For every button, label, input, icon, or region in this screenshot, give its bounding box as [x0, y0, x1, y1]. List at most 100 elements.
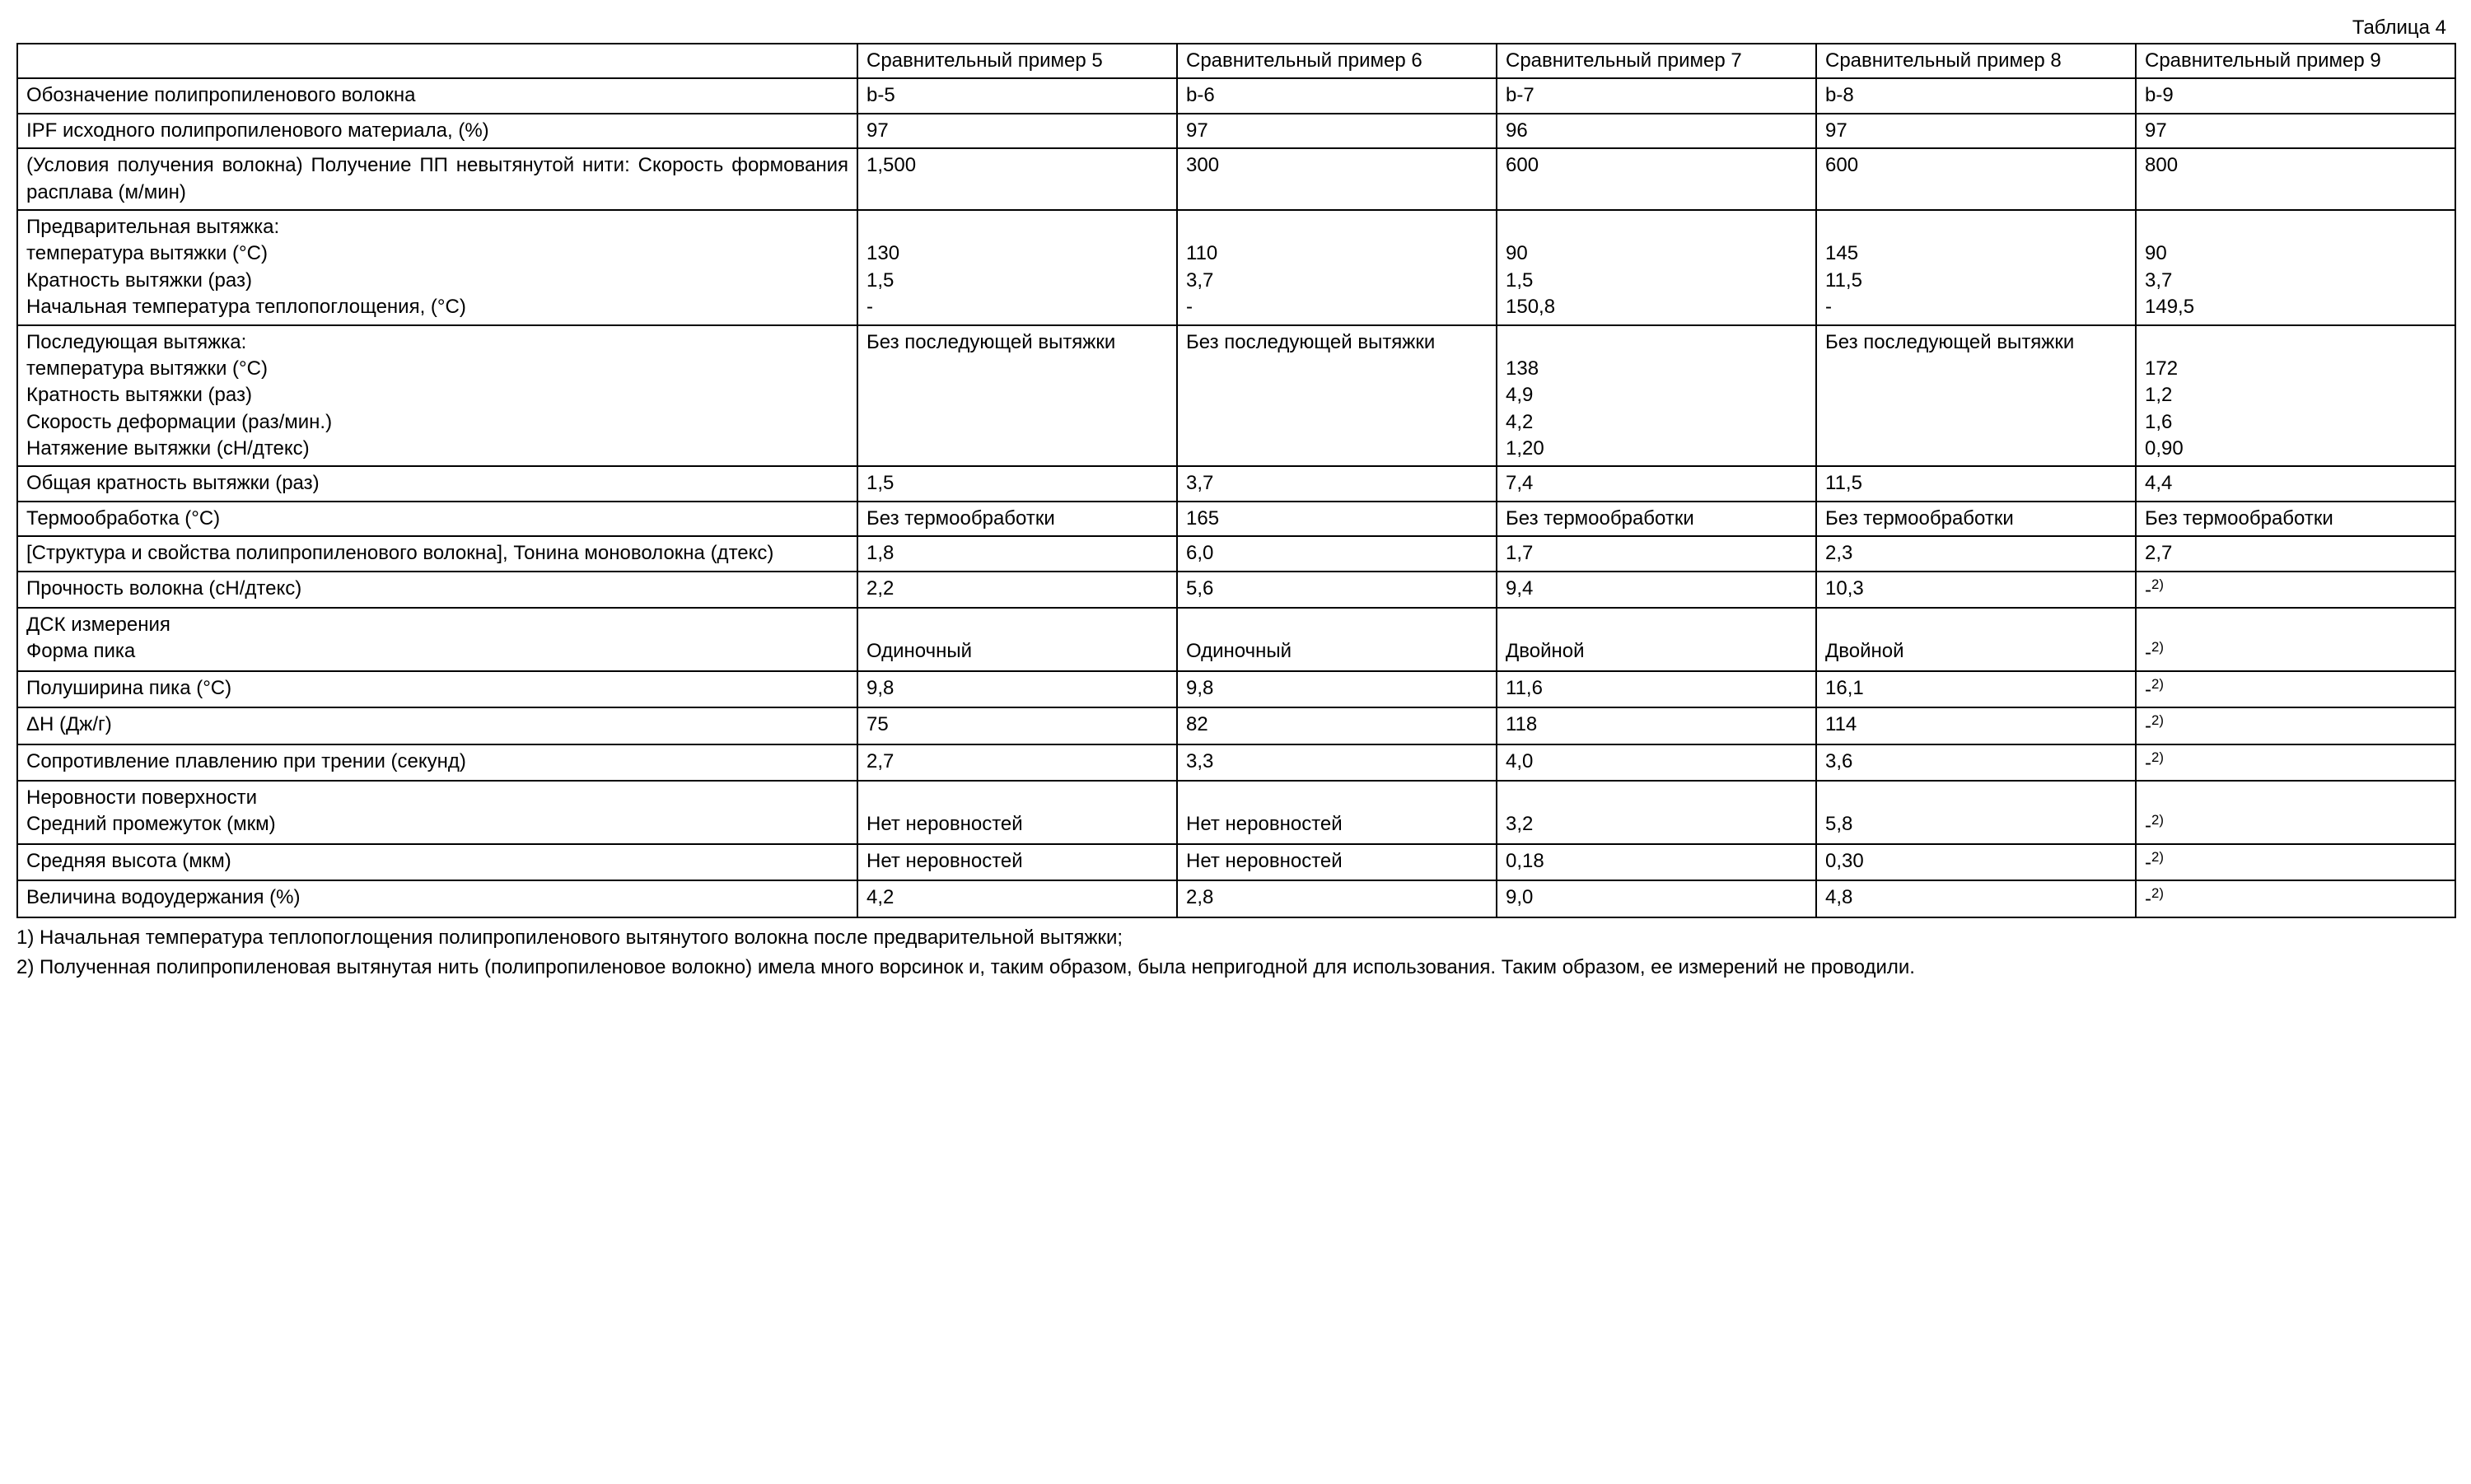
- data-cell: 138 4,9 4,2 1,20: [1497, 325, 1816, 467]
- footnote-ref-2: -2): [2145, 852, 2164, 874]
- data-cell: 3,3: [1177, 744, 1497, 781]
- data-cell: Без термообработки: [2136, 502, 2455, 536]
- data-cell: Одиночный: [1177, 608, 1497, 671]
- data-cell: -2): [2136, 572, 2455, 608]
- data-cell: 97: [2136, 114, 2455, 148]
- data-cell: 165: [1177, 502, 1497, 536]
- data-cell: 300: [1177, 148, 1497, 210]
- data-cell: 4,8: [1816, 880, 2136, 917]
- footnote: 2) Полученная полипропиленовая вытянутая…: [16, 954, 2455, 981]
- data-cell: Без последующей вытяжки: [1177, 325, 1497, 467]
- column-header: Сравнительный пример 7: [1497, 44, 1816, 78]
- data-cell: 97: [1177, 114, 1497, 148]
- data-cell: 600: [1816, 148, 2136, 210]
- table-row: Сопротивление плавлению при трении (секу…: [17, 744, 2455, 781]
- footnote-ref-2: -2): [2145, 642, 2164, 664]
- row-label: Полуширина пика (°C): [17, 671, 857, 707]
- data-cell: b-8: [1816, 78, 2136, 113]
- data-cell: 3,2: [1497, 781, 1816, 844]
- data-cell: 1,8: [857, 536, 1177, 571]
- data-cell: -2): [2136, 671, 2455, 707]
- table-row: Общая кратность вытяжки (раз)1,53,77,411…: [17, 466, 2455, 501]
- footnote-ref-2: -2): [2145, 579, 2164, 601]
- data-cell: -2): [2136, 781, 2455, 844]
- row-label: Общая кратность вытяжки (раз): [17, 466, 857, 501]
- table-row: Средняя высота (мкм)Нет неровностейНет н…: [17, 844, 2455, 880]
- data-cell: 0,18: [1497, 844, 1816, 880]
- table-row: Величина водоудержания (%)4,22,89,04,8-2…: [17, 880, 2455, 917]
- data-cell: -2): [2136, 744, 2455, 781]
- row-label: (Условия получения волокна) Получение ПП…: [17, 148, 857, 210]
- table-caption: Таблица 4: [16, 16, 2455, 40]
- column-header: Сравнительный пример 5: [857, 44, 1177, 78]
- data-cell: 11,5: [1816, 466, 2136, 501]
- footnote: 1) Начальная температура теплопоглощения…: [16, 925, 2455, 951]
- row-label: Неровности поверхности Средний промежуто…: [17, 781, 857, 844]
- data-cell: 3,7: [1177, 466, 1497, 501]
- table-row: (Условия получения волокна) Получение ПП…: [17, 148, 2455, 210]
- data-cell: b-6: [1177, 78, 1497, 113]
- data-cell: b-9: [2136, 78, 2455, 113]
- data-cell: -2): [2136, 608, 2455, 671]
- footnote-ref-2: -2): [2145, 715, 2164, 737]
- data-cell: Без термообработки: [857, 502, 1177, 536]
- data-cell: Нет неровностей: [1177, 844, 1497, 880]
- data-cell: 1,7: [1497, 536, 1816, 571]
- data-cell: 82: [1177, 707, 1497, 744]
- row-label: Последующая вытяжка: температура вытяжки…: [17, 325, 857, 467]
- data-cell: Нет неровностей: [1177, 781, 1497, 844]
- footnotes: 1) Начальная температура теплопоглощения…: [16, 925, 2455, 982]
- data-cell: 2,3: [1816, 536, 2136, 571]
- footnote-ref-2: -2): [2145, 888, 2164, 910]
- data-cell: 9,0: [1497, 880, 1816, 917]
- data-cell: 2,7: [2136, 536, 2455, 571]
- column-header: Сравнительный пример 8: [1816, 44, 2136, 78]
- data-cell: Двойной: [1816, 608, 2136, 671]
- data-cell: -2): [2136, 844, 2455, 880]
- table-row: ДСК измерения Форма пика Одиночный Одино…: [17, 608, 2455, 671]
- data-cell: 75: [857, 707, 1177, 744]
- data-cell: 16,1: [1816, 671, 2136, 707]
- data-cell: Нет неровностей: [857, 844, 1177, 880]
- column-header: Сравнительный пример 9: [2136, 44, 2455, 78]
- data-cell: 5,8: [1816, 781, 2136, 844]
- data-cell: Без термообработки: [1816, 502, 2136, 536]
- data-cell: 3,6: [1816, 744, 2136, 781]
- table-row: [Структура и свойства полипропиленового …: [17, 536, 2455, 571]
- data-cell: 2,2: [857, 572, 1177, 608]
- table-row: IPF исходного полипропиленового материал…: [17, 114, 2455, 148]
- data-cell: 97: [857, 114, 1177, 148]
- table-row: Обозначение полипропиленового волокнаb-5…: [17, 78, 2455, 113]
- table-row: Неровности поверхности Средний промежуто…: [17, 781, 2455, 844]
- data-cell: 97: [1816, 114, 2136, 148]
- table-row: Сравнительный пример 5 Сравнительный прим…: [17, 44, 2455, 78]
- data-cell: -2): [2136, 880, 2455, 917]
- data-cell: Без последующей вытяжки: [857, 325, 1177, 467]
- table-row: Прочность волокна (сН/дтекс)2,25,69,410,…: [17, 572, 2455, 608]
- data-cell: 172 1,2 1,6 0,90: [2136, 325, 2455, 467]
- footnote-ref-2: -2): [2145, 752, 2164, 774]
- table-row: Предварительная вытяжка: температура выт…: [17, 210, 2455, 325]
- data-cell: 4,2: [857, 880, 1177, 917]
- data-table: Сравнительный пример 5 Сравнительный прим…: [16, 43, 2456, 918]
- data-cell: 9,4: [1497, 572, 1816, 608]
- data-cell: 114: [1816, 707, 2136, 744]
- data-cell: Одиночный: [857, 608, 1177, 671]
- data-cell: 90 1,5 150,8: [1497, 210, 1816, 325]
- data-cell: 9,8: [1177, 671, 1497, 707]
- data-cell: 96: [1497, 114, 1816, 148]
- data-cell: 118: [1497, 707, 1816, 744]
- data-cell: 4,4: [2136, 466, 2455, 501]
- data-cell: 6,0: [1177, 536, 1497, 571]
- data-cell: 90 3,7 149,5: [2136, 210, 2455, 325]
- data-cell: 7,4: [1497, 466, 1816, 501]
- table-row: Термообработка (°C)Без термообработки165…: [17, 502, 2455, 536]
- row-label: Величина водоудержания (%): [17, 880, 857, 917]
- row-label: [Структура и свойства полипропиленового …: [17, 536, 857, 571]
- data-cell: -2): [2136, 707, 2455, 744]
- data-cell: 1,5: [857, 466, 1177, 501]
- data-cell: 0,30: [1816, 844, 2136, 880]
- data-cell: 800: [2136, 148, 2455, 210]
- table-row: ΔH (Дж/г)7582118114-2): [17, 707, 2455, 744]
- data-cell: 10,3: [1816, 572, 2136, 608]
